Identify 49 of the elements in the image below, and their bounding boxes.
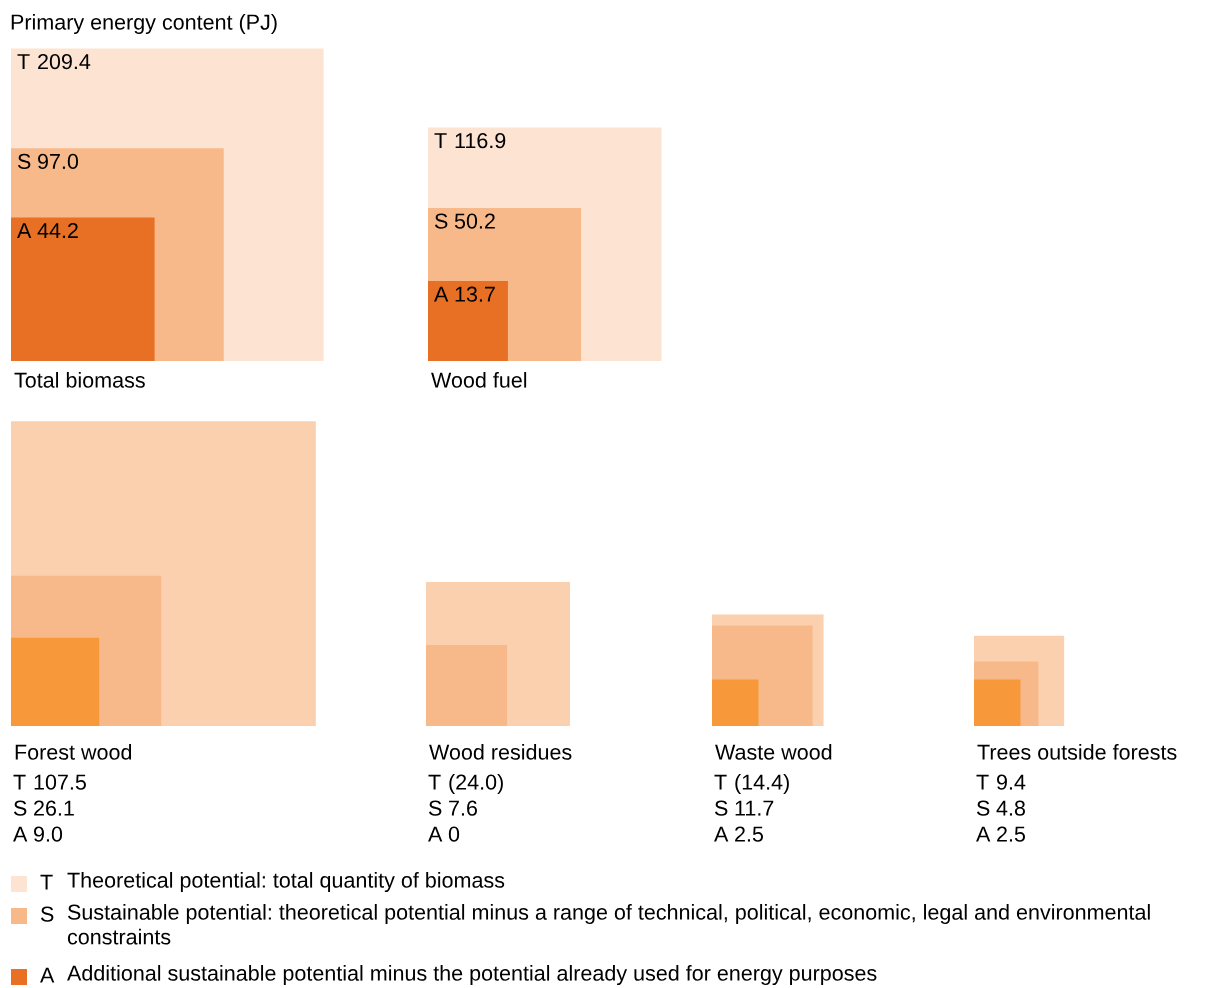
text: A bbox=[714, 826, 729, 842]
text: T bbox=[17, 54, 30, 69]
category-label: Waste wood bbox=[715, 743, 832, 760]
data-label: 4.8 bbox=[996, 800, 1025, 816]
text: S bbox=[17, 153, 31, 170]
category-label: Total biomass bbox=[14, 371, 145, 388]
legend-label: T bbox=[40, 874, 53, 890]
data-label: 2.5 bbox=[997, 826, 1026, 842]
data-label: 2.5 bbox=[735, 826, 764, 842]
data-label: 116.9 bbox=[455, 132, 506, 149]
text: A bbox=[428, 826, 443, 842]
legend-label: S bbox=[40, 906, 54, 922]
data-label: 9.4 bbox=[997, 774, 1026, 790]
data-label: 9.0 bbox=[34, 826, 63, 842]
category-label: Wood fuel bbox=[431, 371, 527, 388]
text: Sustainable potential: theoretical potential minus a range of technical, political, economic, legal and environmental constraints bbox=[67, 904, 1150, 945]
text: Additional sustainable potential minus the potential already used for energy purposes bbox=[67, 965, 877, 986]
text: Primary energy content (PJ) bbox=[11, 13, 277, 35]
data-label: 13.7 bbox=[455, 286, 495, 302]
text: T bbox=[13, 774, 26, 790]
text: Theoretical potential: total quantity of biomass bbox=[67, 872, 505, 893]
data-label: 0 bbox=[448, 826, 460, 842]
legend-label: A bbox=[40, 967, 55, 983]
text: T bbox=[434, 133, 447, 149]
text: S bbox=[13, 800, 27, 816]
category-label: Trees outside forests bbox=[977, 743, 1177, 760]
text: A bbox=[434, 286, 449, 302]
data-label: 97.0 bbox=[38, 153, 79, 170]
text: A bbox=[976, 826, 991, 842]
data-label: 26.1 bbox=[34, 800, 74, 816]
data-label: 44.2 bbox=[37, 222, 78, 238]
category-label: Forest wood bbox=[15, 743, 132, 760]
data-label: 7.6 bbox=[449, 800, 477, 816]
category-label: Wood residues bbox=[429, 743, 572, 760]
text: S bbox=[976, 800, 990, 816]
text: T bbox=[714, 774, 727, 790]
data-label: (14.4) bbox=[735, 773, 789, 795]
data-label: 209.4 bbox=[38, 53, 91, 70]
text: T bbox=[428, 774, 441, 790]
text: S bbox=[428, 800, 442, 816]
text: S bbox=[434, 213, 448, 229]
text: S bbox=[714, 800, 728, 816]
data-label: (24.0) bbox=[449, 773, 503, 795]
data-label: 11.7 bbox=[735, 800, 774, 816]
data-label: 50.2 bbox=[454, 213, 495, 229]
text: A bbox=[17, 223, 32, 238]
text: T bbox=[976, 774, 989, 790]
text: A bbox=[13, 826, 28, 842]
data-label: 107.5 bbox=[34, 774, 86, 790]
